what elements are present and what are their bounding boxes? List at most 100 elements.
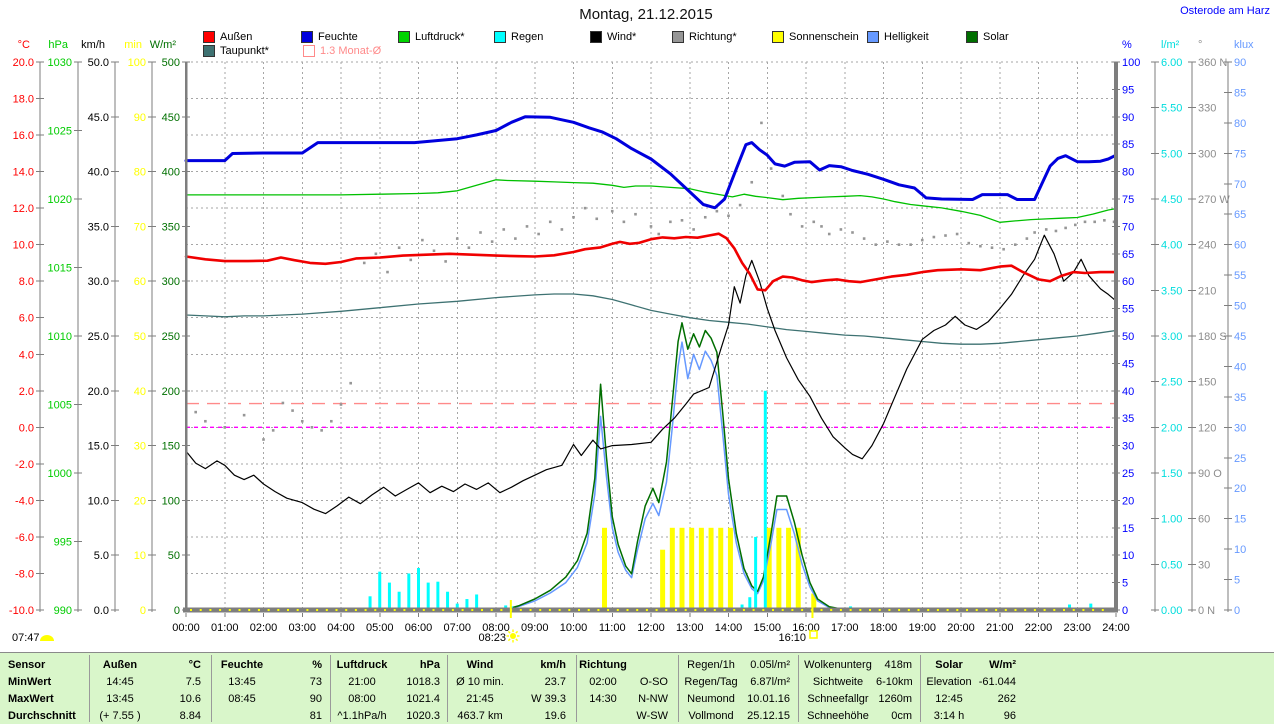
dot-richtung bbox=[349, 381, 352, 385]
rise-icon bbox=[40, 635, 54, 641]
x-tick-label: 09:00 bbox=[521, 622, 549, 634]
axis-tick-label: 18.0 bbox=[13, 94, 34, 106]
stat-cell: 1020.3 bbox=[406, 710, 440, 722]
dot-richtung bbox=[1002, 247, 1005, 251]
axis-: 360 N 330 300 270 W 240 210 180 S 150 120 90 O 60 3… bbox=[1188, 39, 1230, 617]
dot-richtung bbox=[583, 206, 587, 210]
stat-cell: 14:45 bbox=[106, 676, 134, 688]
axis-tick-label: 25.0 bbox=[88, 331, 109, 343]
axis-unit-label: ° bbox=[1198, 39, 1202, 51]
axis-tick-label: 0 bbox=[1234, 605, 1240, 617]
axis-tick-label: 5 bbox=[1234, 575, 1240, 587]
axis-tick-label: 60 bbox=[1122, 276, 1134, 288]
series-richtung bbox=[194, 121, 1116, 441]
x-tick-label: 08:00 bbox=[482, 622, 510, 634]
dot-richtung bbox=[955, 232, 959, 236]
bar-sonnenschein bbox=[811, 593, 817, 608]
stat-cell: Außen bbox=[102, 659, 138, 671]
dot-richtung bbox=[920, 238, 924, 242]
stat-cell: 81 bbox=[309, 710, 322, 722]
axis-tick-label: 5 bbox=[1122, 578, 1128, 590]
dot-richtung bbox=[680, 219, 684, 222]
axis-tick-label: 10 bbox=[134, 550, 146, 562]
axis-tick-label: 210 bbox=[1198, 285, 1216, 297]
dot-richtung bbox=[886, 240, 889, 243]
axis-tick-label: 5.50 bbox=[1161, 103, 1182, 115]
legend-label: Sonnenschein bbox=[789, 30, 859, 43]
stat-cell: ^1.1hPa/h bbox=[337, 710, 387, 722]
dot-richtung bbox=[1064, 226, 1067, 230]
x-tick-label: 13:00 bbox=[676, 622, 704, 634]
stat-cell: 25.12.15 bbox=[747, 710, 790, 722]
axis-tick-label: 500 bbox=[162, 57, 180, 69]
dot-richtung bbox=[622, 220, 626, 224]
table-separator bbox=[678, 655, 679, 722]
axis-tick-label: 40 bbox=[134, 386, 146, 398]
dot-richtung bbox=[760, 121, 763, 125]
axis-tick-label: 30 bbox=[1198, 559, 1210, 571]
axis-tick-label: 12.0 bbox=[13, 203, 34, 215]
dot-richtung bbox=[194, 410, 197, 414]
axis-tick-label: 30.0 bbox=[88, 276, 109, 288]
stat-cell: % bbox=[312, 659, 322, 671]
legend-label: Richtung* bbox=[689, 30, 737, 43]
axis-tick-label: 70 bbox=[1122, 221, 1134, 233]
legend-swatch-regen-icon bbox=[494, 30, 506, 43]
table-separator bbox=[211, 655, 212, 722]
dot-richtung bbox=[703, 215, 707, 219]
stat-cell: 6-10km bbox=[876, 676, 913, 688]
legend-item-regen: Regen bbox=[494, 30, 543, 43]
stat-cell: 90 bbox=[309, 693, 322, 705]
x-tick-label: 00:00 bbox=[172, 622, 200, 634]
legend-swatch-wind-icon bbox=[590, 30, 602, 43]
dot-richtung bbox=[897, 243, 901, 246]
legend-swatch-richtung-icon bbox=[672, 30, 684, 43]
axis-tick-label: 90 bbox=[134, 112, 146, 124]
axis-tick-label: 16.0 bbox=[13, 130, 34, 142]
axis-tick-label: 35.0 bbox=[88, 221, 109, 233]
axis-tick-label: 30 bbox=[1122, 441, 1134, 453]
axis-tick-label: 360 N bbox=[1198, 57, 1227, 69]
stat-cell: Schneefallgr bbox=[807, 693, 869, 705]
stat-cell: Schneehöhe bbox=[807, 710, 869, 722]
series-au-en bbox=[184, 232, 1118, 292]
dot-richtung bbox=[537, 232, 540, 236]
line-luftdruck bbox=[185, 179, 1117, 223]
x-tick-label: 06:00 bbox=[405, 622, 433, 634]
axis-tick-label: 250 bbox=[162, 331, 180, 343]
bar-sonnenschein bbox=[602, 527, 607, 608]
axis-tick-label: 300 bbox=[162, 276, 180, 288]
line-feuchte bbox=[184, 115, 1118, 210]
stat-cell: 418m bbox=[884, 659, 912, 671]
sun-ray bbox=[515, 630, 519, 634]
stat-cell: 0.05l/m² bbox=[750, 659, 790, 671]
stat-cell: Vollmond bbox=[688, 710, 734, 722]
stat-cell: Neumond bbox=[687, 693, 735, 705]
axis-tick-label: 0 bbox=[174, 605, 180, 617]
bar-regen bbox=[763, 390, 767, 608]
grid-lines bbox=[186, 61, 1116, 610]
dot-richtung bbox=[909, 243, 912, 246]
axis-tick-label: 15.0 bbox=[88, 441, 109, 453]
dot-richtung bbox=[789, 212, 792, 216]
axis-tick-label: 0 N bbox=[1198, 605, 1215, 617]
legend-label: Wind* bbox=[607, 30, 637, 43]
axis-tick-label: 40 bbox=[1234, 361, 1246, 373]
dot-richtung bbox=[862, 237, 866, 240]
x-tick-label: 20:00 bbox=[947, 622, 975, 634]
axis-tick-label: 70 bbox=[1234, 179, 1246, 191]
dot-richtung bbox=[320, 429, 323, 432]
stat-cell: 0cm bbox=[891, 710, 912, 722]
stat-cell: N-NW bbox=[638, 693, 668, 705]
axis-tick-label: 25 bbox=[1234, 453, 1246, 465]
axis-tick-label: 0.0 bbox=[94, 605, 109, 617]
page-title: Montag, 21.12.2015 bbox=[579, 6, 713, 23]
dot-richtung bbox=[204, 419, 207, 423]
axis-tick-label: 6.00 bbox=[1161, 57, 1182, 69]
x-tick-label: 01:00 bbox=[211, 622, 239, 634]
bar-regen bbox=[368, 596, 372, 608]
axis-tick-label: 1010 bbox=[48, 331, 72, 343]
stat-row-label: MaxWert bbox=[8, 693, 54, 705]
axis-tick-label: 240 bbox=[1198, 240, 1216, 252]
axis-unit-label: W/m² bbox=[150, 39, 177, 51]
